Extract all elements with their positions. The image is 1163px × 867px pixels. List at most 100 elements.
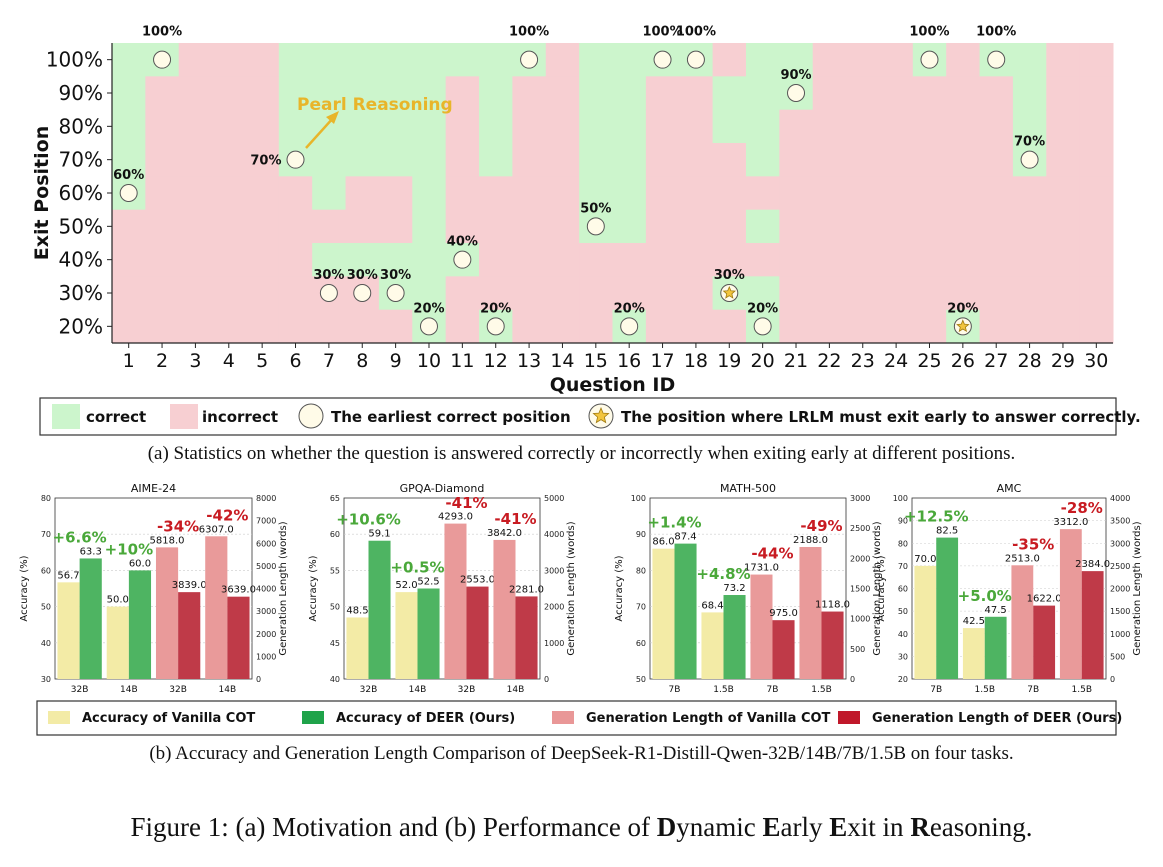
heatmap-cell-q1-100% [112, 43, 146, 77]
marker-q19: 30% [714, 268, 745, 302]
caption-a: (a) Statistics on whether the question i… [147, 443, 1016, 464]
heatmap-cell-q21-70% [779, 143, 814, 177]
heatmap-cell-q4-20% [212, 309, 246, 344]
accuracy-gain-label: +4.8% [696, 565, 750, 583]
data-label: 2384.0 [1075, 559, 1110, 570]
y2-tick-label: 3000 [850, 494, 870, 503]
heatmap-cell-q17-50% [645, 209, 680, 244]
y2-tick-label: 2000 [544, 603, 564, 612]
marker-q20: 20% [747, 301, 778, 336]
earliest-correct-marker [319, 284, 338, 302]
y2-tick-label: 500 [1110, 652, 1125, 661]
heatmap-cell-q21-20% [779, 309, 814, 344]
heatmap-cell-q15-100% [579, 43, 613, 77]
heatmap-x-tick-label: 5 [256, 350, 268, 372]
bar-legend-label: Generation Length of Vanilla COT [586, 711, 831, 726]
marker-label: 40% [447, 235, 478, 250]
marker-q8: 30% [347, 268, 378, 302]
marker-q11: 40% [447, 235, 478, 269]
heatmap-cell-q22-70% [812, 143, 847, 177]
heatmap-cell-q12-50% [479, 209, 513, 244]
data-label: 975.0 [769, 608, 798, 619]
heatmap-cell-q19-70% [712, 143, 747, 177]
heatmap-cell-q8-100% [345, 43, 380, 77]
heatmap-cell-q28-60% [1012, 176, 1047, 211]
earliest-correct-marker [286, 150, 305, 169]
y-tick-label: 40 [41, 639, 51, 648]
bar-accuracy-vanilla [914, 565, 937, 679]
bar-accuracy-vanilla [652, 548, 675, 679]
heatmap-cell-q12-90% [479, 76, 513, 111]
heatmap-cell-q16-40% [612, 243, 647, 277]
x-tick-label: 32B [458, 685, 476, 695]
y2-tick-label: 1000 [1110, 630, 1130, 639]
heatmap-cell-q3-90% [178, 76, 213, 111]
heatmap-cell-q4-50% [212, 209, 246, 244]
bar-accuracy-deer [984, 616, 1007, 679]
y2-tick-label: 5000 [544, 494, 564, 503]
y-tick-label: 60 [330, 530, 340, 539]
heatmap-x-tick-label: 14 [550, 350, 574, 372]
heatmap-y-tick-label: 50% [59, 214, 103, 238]
data-label: 1731.0 [744, 563, 779, 574]
heatmap-cell-q2-50% [145, 209, 180, 244]
heatmap-cell-q16-60% [612, 176, 647, 211]
heatmap-cell-q22-20% [812, 309, 847, 344]
y-tick-label: 40 [330, 675, 340, 684]
heatmap-cell-q12-80% [479, 109, 513, 144]
figure-caption: Figure 1: (a) Motivation and (b) Perform… [0, 812, 1163, 843]
heatmap-cell-q24-60% [879, 176, 914, 211]
y-tick-label: 60 [41, 566, 51, 575]
heatmap-x-tick-label: 21 [784, 350, 808, 372]
y-tick-label: 45 [330, 639, 340, 648]
bar-accuracy-deer [128, 570, 152, 679]
earliest-correct-marker [653, 50, 672, 69]
heatmap-x-tick-label: 10 [417, 350, 441, 372]
heatmap-cell-q25-40% [912, 243, 947, 277]
heatmap-cell-q30-80% [1079, 109, 1114, 144]
heatmap-cell-q15-70% [579, 143, 613, 177]
heatmap-cell-q11-70% [445, 143, 480, 177]
bar-accuracy-vanilla [106, 606, 129, 679]
heatmap-cell-q26-100% [946, 43, 981, 77]
pearl-arrow-head [326, 111, 339, 124]
heatmap-y-tick-label: 20% [59, 314, 103, 338]
marker-label: 20% [413, 301, 444, 316]
heatmap-y-tick-label: 100% [46, 48, 103, 72]
heatmap-cell-q1-80% [112, 109, 146, 144]
marker-label: 20% [480, 301, 511, 316]
caption-initial-2: E [829, 812, 848, 842]
bar-chart-frame [54, 497, 253, 680]
bar-accuracy-deer [674, 543, 697, 679]
heatmap-cell-q16-50% [612, 209, 647, 244]
y-tick-label: 50 [636, 675, 646, 684]
caption-word-rest-0: ynamic [676, 812, 763, 842]
y-axis-label: Accuracy (%) [308, 555, 319, 621]
heatmap-cell-q14-60% [545, 176, 580, 211]
heatmap-cell-q23-50% [846, 209, 880, 244]
heatmap-y-title: Exit Position [31, 126, 53, 260]
heatmap-cell-q16-100% [612, 43, 647, 77]
earliest-correct-marker [787, 84, 806, 102]
y2-tick-label: 0 [1110, 675, 1115, 684]
heatmap-cell-q23-80% [846, 109, 880, 144]
x-tick-label: 1.5B [975, 685, 996, 695]
data-label: 87.4 [674, 532, 696, 543]
y2-tick-label: 7000 [256, 517, 276, 526]
heatmap-cell-q26-30% [946, 276, 981, 311]
data-label: 4293.0 [438, 512, 473, 523]
heatmap-cell-q23-60% [846, 176, 880, 211]
heatmap-cell-q24-80% [879, 109, 914, 144]
heatmap-cell-q13-70% [512, 143, 547, 177]
bar-chart-0: 30 40 50 60 70 80 0 1000 2000 3000 4000 5000 6000 700… [19, 482, 289, 695]
heatmap-x-tick-label: 20 [751, 350, 775, 372]
heatmap-cell-q18-70% [679, 143, 714, 177]
length-reduction-label: -49% [800, 517, 842, 535]
pearl-reasoning-label: Pearl Reasoning [297, 95, 453, 115]
marker-q15: 50% [580, 201, 611, 236]
heatmap-y-tick-label: 80% [59, 114, 103, 138]
heatmap-cell-q21-80% [779, 109, 814, 144]
bar-accuracy-deer [417, 588, 440, 679]
heatmap-cell-q14-80% [545, 109, 580, 144]
star-icon [956, 319, 970, 333]
